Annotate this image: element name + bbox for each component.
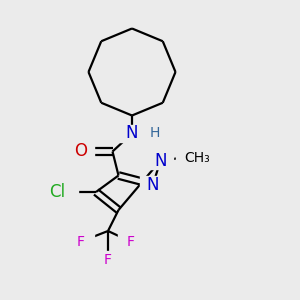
- Text: N: N: [154, 152, 167, 169]
- Text: N: N: [147, 176, 159, 194]
- Polygon shape: [176, 149, 208, 166]
- Polygon shape: [140, 176, 166, 193]
- Text: H: H: [149, 127, 160, 140]
- Text: N: N: [126, 124, 138, 142]
- Polygon shape: [118, 233, 143, 250]
- Polygon shape: [95, 251, 121, 268]
- Polygon shape: [68, 143, 94, 160]
- Polygon shape: [36, 184, 78, 200]
- Polygon shape: [68, 233, 94, 250]
- Polygon shape: [119, 125, 145, 142]
- Text: CH₃: CH₃: [184, 151, 210, 164]
- Text: F: F: [127, 235, 134, 248]
- Text: Cl: Cl: [49, 183, 65, 201]
- Polygon shape: [142, 125, 167, 142]
- Text: O: O: [74, 142, 88, 160]
- Polygon shape: [148, 152, 173, 169]
- Text: F: F: [77, 235, 85, 248]
- Text: F: F: [104, 253, 112, 266]
